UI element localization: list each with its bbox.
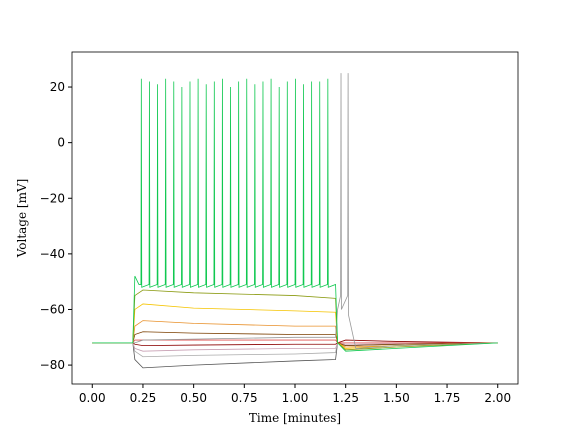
x-tick-label: 0.75 (231, 391, 258, 405)
trace (92, 320, 498, 348)
x-axis-label: Time [minutes] (249, 411, 341, 425)
trace (92, 331, 498, 347)
y-tick-label: 20 (50, 80, 65, 94)
x-tick-label: 1.50 (383, 391, 410, 405)
x-tick-label: 1.00 (282, 391, 309, 405)
y-axis-label: Voltage [mV] (15, 179, 29, 259)
x-tick-label: 1.75 (434, 391, 461, 405)
plot-frame (71, 51, 519, 385)
y-tick-label: 0 (57, 136, 65, 150)
trace (92, 339, 498, 344)
y-tick-label: −80 (40, 358, 65, 372)
trace (92, 342, 498, 369)
y-tick-label: −40 (40, 247, 65, 261)
trace (92, 78, 498, 352)
trace (92, 339, 498, 347)
trace (92, 342, 498, 352)
trace (92, 342, 498, 358)
x-tick-label: 1.25 (332, 391, 359, 405)
x-tick-label: 0.50 (180, 391, 207, 405)
y-tick-label: −60 (40, 302, 65, 316)
x-tick-label: 0.25 (130, 391, 157, 405)
y-tick-label: −20 (40, 191, 65, 205)
trace (92, 73, 498, 349)
trace (92, 289, 498, 351)
x-tick-label: 2.00 (484, 391, 511, 405)
x-tick-label: 0.00 (79, 391, 106, 405)
